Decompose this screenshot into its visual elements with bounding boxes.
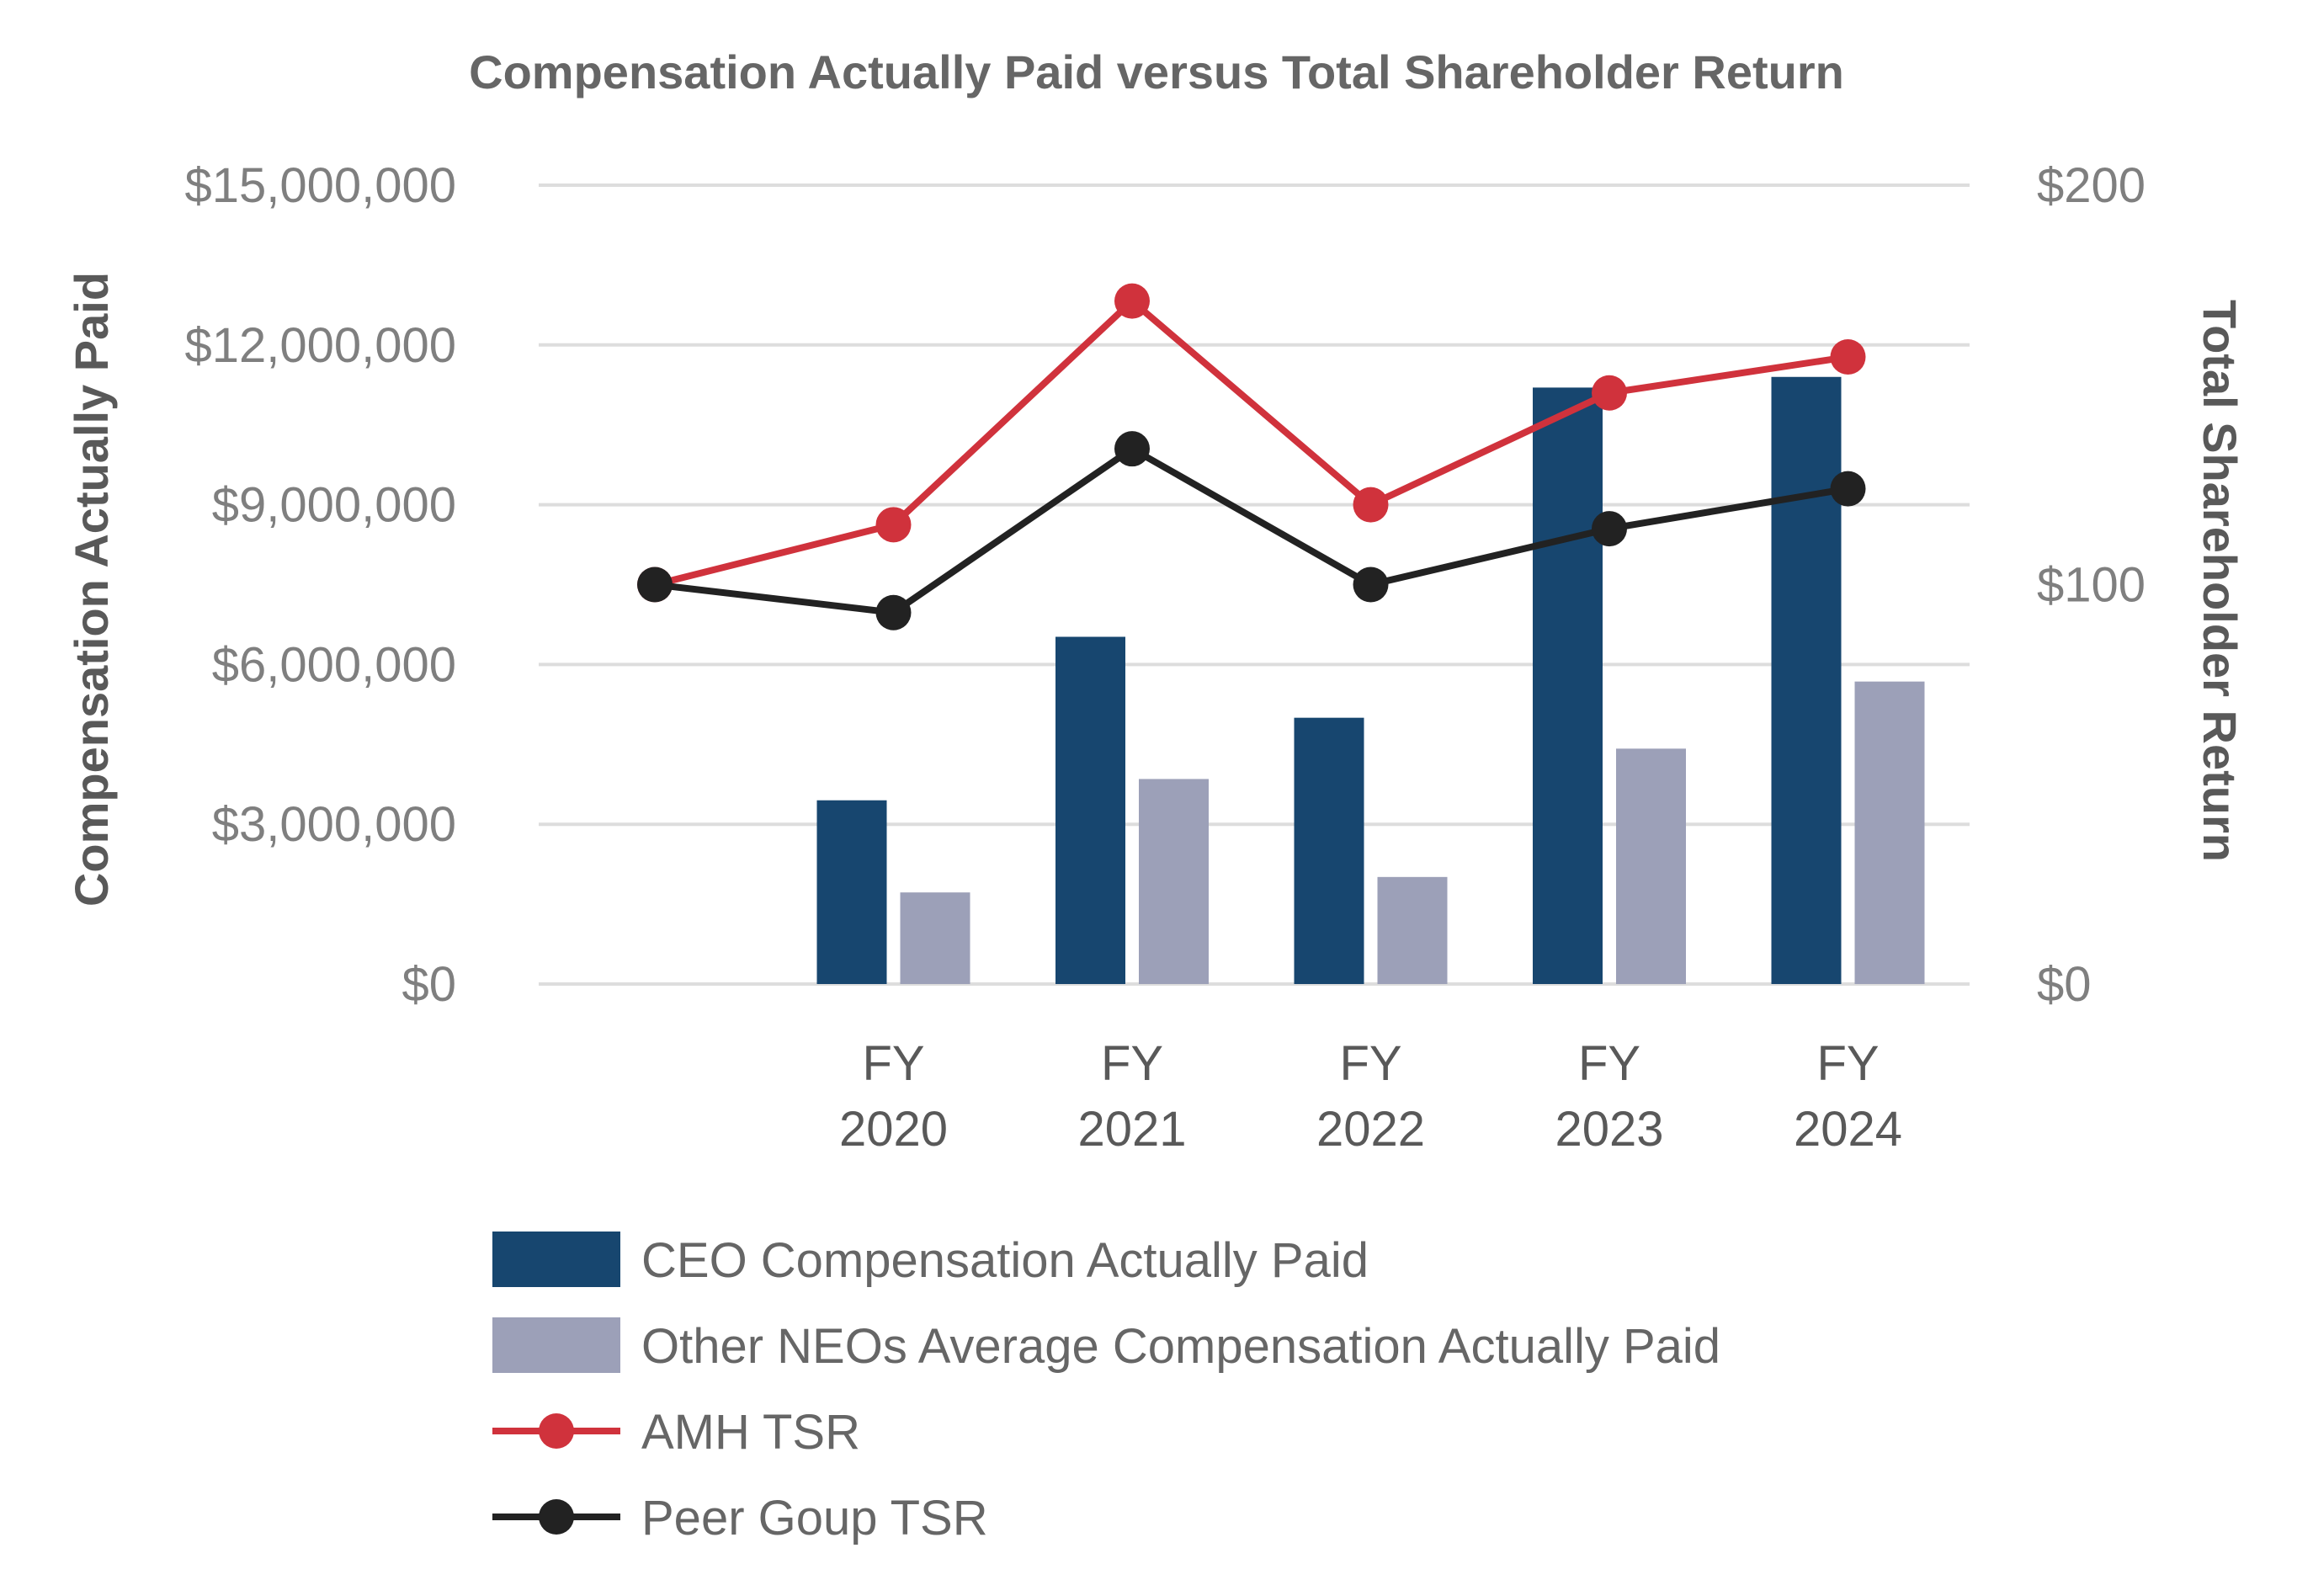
- left-tick-label: $12,000,000: [184, 318, 456, 373]
- left-tick-label: $9,000,000: [212, 478, 456, 533]
- peer-tsr-line: [654, 445, 1849, 616]
- legend-swatch-ceo: [492, 1232, 620, 1287]
- ceo-bar: [1294, 717, 1364, 984]
- neo-bar: [1139, 779, 1209, 984]
- amh-tsr-line: [654, 297, 1849, 588]
- right-tick-label: $100: [2037, 558, 2146, 613]
- x-tick-label-year: 2023: [1555, 1102, 1663, 1157]
- neo-bar: [900, 892, 970, 984]
- peer-tsr-point: [1114, 431, 1150, 467]
- legend-marker-amh: [539, 1413, 574, 1449]
- left-tick-label: $6,000,000: [212, 637, 456, 692]
- chart-title: Compensation Actually Paid versus Total …: [469, 45, 1844, 98]
- x-tick-label-year: 2021: [1077, 1102, 1186, 1157]
- legend: CEO Compensation Actually Paid Other NEOs…: [492, 1232, 1720, 1545]
- left-axis-title: Compensation Actually Paid: [65, 272, 118, 907]
- amh-tsr-point: [1830, 339, 1866, 375]
- lines: [637, 283, 1866, 630]
- ceo-bar: [816, 800, 887, 984]
- legend-marker-peer: [539, 1499, 574, 1535]
- x-tick-label-year: 2024: [1794, 1102, 1902, 1157]
- neo-bar: [1854, 681, 1925, 984]
- x-tick-label-fy: FY: [1101, 1036, 1163, 1091]
- legend-label-neo: Other NEOs Average Compensation Actually…: [641, 1319, 1720, 1374]
- amh-tsr-point: [1114, 283, 1150, 319]
- ceo-bar: [1533, 387, 1603, 984]
- left-tick-label: $3,000,000: [212, 797, 456, 852]
- ceo-bar: [1055, 636, 1125, 984]
- peer-tsr-point: [637, 567, 673, 603]
- neo-bar: [1377, 876, 1448, 984]
- right-tick-label: $0: [2037, 957, 2092, 1012]
- x-axis: FY 2020 FY 2021 FY 2022 FY 2023 FY 2024: [839, 1036, 1902, 1157]
- x-tick-label-fy: FY: [1816, 1036, 1879, 1091]
- right-axis-title: Total Shareholder Return: [2193, 300, 2247, 862]
- peer-tsr-point: [1592, 511, 1627, 547]
- legend-label-ceo: CEO Compensation Actually Paid: [641, 1233, 1369, 1288]
- amh-tsr-point: [1353, 487, 1389, 523]
- x-tick-label-fy: FY: [1339, 1036, 1401, 1091]
- left-tick-label: $15,000,000: [184, 158, 456, 213]
- peer-tsr-point: [875, 594, 912, 630]
- legend-label-peer: Peer Goup TSR: [641, 1491, 988, 1545]
- bars: [816, 376, 1925, 984]
- ceo-bar: [1771, 376, 1842, 984]
- legend-label-amh: AMH TSR: [641, 1405, 860, 1460]
- peer-tsr-point: [1830, 471, 1866, 507]
- amh-tsr-point: [1592, 375, 1627, 411]
- gridlines: [539, 184, 1970, 986]
- legend-swatch-neo: [492, 1317, 620, 1373]
- x-tick-label-year: 2022: [1316, 1102, 1425, 1157]
- right-axis: $0 $100 $200: [2037, 158, 2146, 1012]
- left-tick-label: $0: [401, 957, 456, 1012]
- peer-tsr-point: [1353, 567, 1389, 603]
- x-tick-label-fy: FY: [1578, 1036, 1640, 1091]
- right-tick-label: $200: [2037, 158, 2146, 213]
- amh-tsr-point: [875, 507, 912, 543]
- x-tick-label-fy: FY: [862, 1036, 924, 1091]
- x-tick-label-year: 2020: [839, 1102, 948, 1157]
- left-axis: $0 $3,000,000 $6,000,000 $9,000,000 $12,000,…: [184, 158, 456, 1012]
- neo-bar: [1616, 748, 1686, 984]
